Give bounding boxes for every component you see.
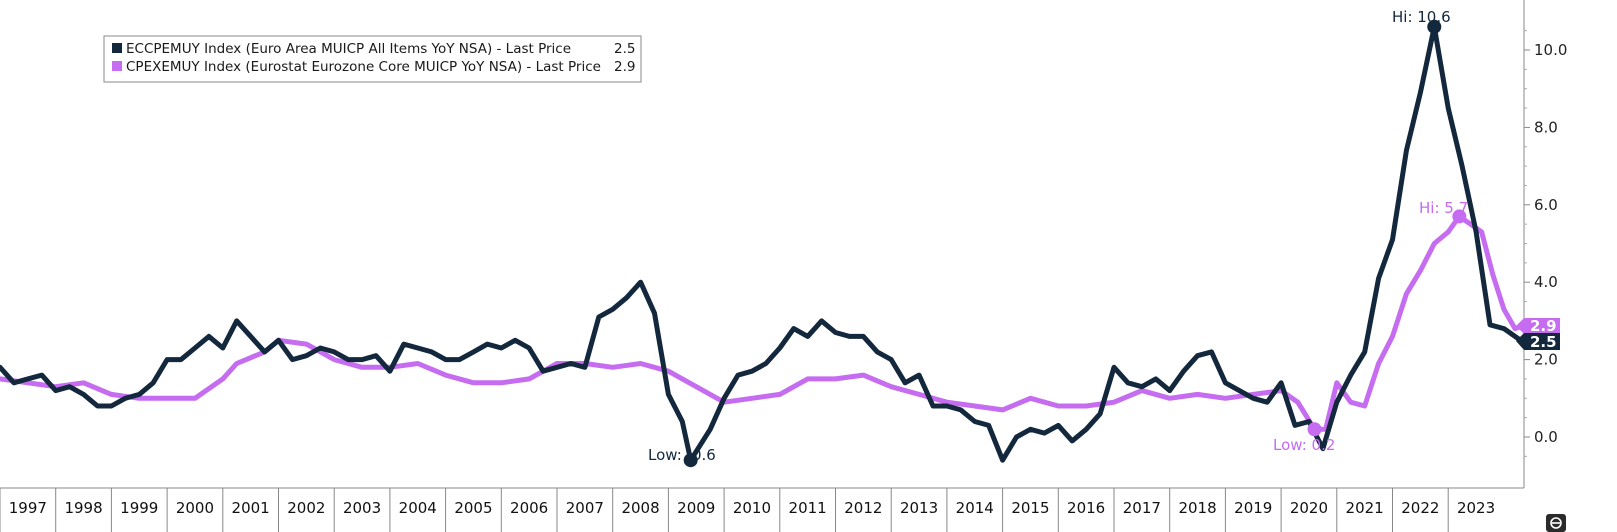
y-tick-label: 4.0 bbox=[1534, 273, 1558, 291]
x-tick-label: 2014 bbox=[956, 499, 994, 517]
marker-ecc-low bbox=[683, 453, 698, 468]
axis-layer: 1997 1998 1999 2000 2001 2002 2003 2004 2005 2006… bbox=[0, 0, 1567, 532]
legend-box bbox=[103, 35, 642, 83]
marker-layer bbox=[683, 19, 1467, 468]
legend-label-core: CPEXEMUY Index (Eurostat Eurozone Core M… bbox=[126, 59, 601, 75]
annotation-core-hi: Hi: 5.7 bbox=[1419, 199, 1468, 217]
x-tick-label: 2012 bbox=[844, 499, 882, 517]
legend-label-ecc: ECCPEMUY Index (Euro Area MUICP All Item… bbox=[126, 41, 571, 57]
annotation-ecc-low: Low: -0.6 bbox=[648, 446, 716, 464]
x-tick-label: 2018 bbox=[1178, 499, 1216, 517]
scroll-icon[interactable] bbox=[1546, 514, 1566, 532]
marker-core-hi bbox=[1452, 209, 1467, 224]
x-tick-label: 2007 bbox=[566, 499, 604, 517]
x-tick-label: 2008 bbox=[621, 499, 659, 517]
x-tick-label: 2005 bbox=[454, 499, 492, 517]
x-tick-label: 2023 bbox=[1457, 499, 1495, 517]
marker-ecc-hi bbox=[1427, 19, 1442, 34]
annotation-ecc-hi: Hi: 10.6 bbox=[1392, 8, 1451, 26]
series-line-core bbox=[0, 213, 1529, 432]
x-tick-label: 1998 bbox=[64, 499, 102, 517]
y-tick-label: 8.0 bbox=[1534, 118, 1558, 136]
x-tick-label: 2002 bbox=[287, 499, 325, 517]
x-tick-label: 2010 bbox=[733, 499, 771, 517]
x-tick-label: 2009 bbox=[677, 499, 715, 517]
y-tick-label: 6.0 bbox=[1534, 196, 1558, 214]
x-tick-label: 1997 bbox=[9, 499, 47, 517]
last-tag-core-bg bbox=[1516, 318, 1560, 334]
marker-core-low bbox=[1307, 422, 1322, 437]
x-tick-label: 2006 bbox=[510, 499, 548, 517]
legend: ECCPEMUY Index (Euro Area MUICP All Item… bbox=[103, 35, 642, 83]
series-line-ecc bbox=[0, 24, 1524, 463]
y-tick-label: 10.0 bbox=[1534, 41, 1567, 59]
annotation-core-low: Low: 0.2 bbox=[1273, 436, 1335, 454]
x-tick-label: 2022 bbox=[1401, 499, 1439, 517]
last-tag-ecc: 2.5 bbox=[1516, 333, 1560, 351]
last-tag-ecc-bg bbox=[1516, 333, 1560, 350]
x-tick-label: 2019 bbox=[1234, 499, 1272, 517]
y-tick-label: 2.0 bbox=[1534, 351, 1558, 369]
x-tick-label: 2003 bbox=[343, 499, 381, 517]
x-tick-label: 2001 bbox=[232, 499, 270, 517]
x-tick-label: 2004 bbox=[399, 499, 437, 517]
legend-swatch-core bbox=[112, 61, 122, 71]
last-tag-core: 2.9 bbox=[1516, 317, 1560, 335]
x-tick-label: 1999 bbox=[120, 499, 158, 517]
last-tag-core-text: 2.9 bbox=[1530, 317, 1557, 335]
y-tick-label: 0.0 bbox=[1534, 428, 1558, 446]
legend-swatch-ecc bbox=[112, 43, 122, 53]
x-tick-label: 2015 bbox=[1011, 499, 1049, 517]
x-tick-label: 2017 bbox=[1123, 499, 1161, 517]
legend-value-ecc: 2.5 bbox=[614, 41, 635, 57]
series-layer bbox=[0, 24, 1529, 463]
x-tick-label: 2011 bbox=[789, 499, 827, 517]
x-tick-label: 2020 bbox=[1290, 499, 1328, 517]
last-tag-ecc-text: 2.5 bbox=[1530, 333, 1557, 351]
x-tick-label: 2016 bbox=[1067, 499, 1105, 517]
x-tick-label: 2021 bbox=[1346, 499, 1384, 517]
legend-value-core: 2.9 bbox=[614, 59, 635, 75]
x-tick-label: 2000 bbox=[176, 499, 214, 517]
x-tick-label: 2013 bbox=[900, 499, 938, 517]
